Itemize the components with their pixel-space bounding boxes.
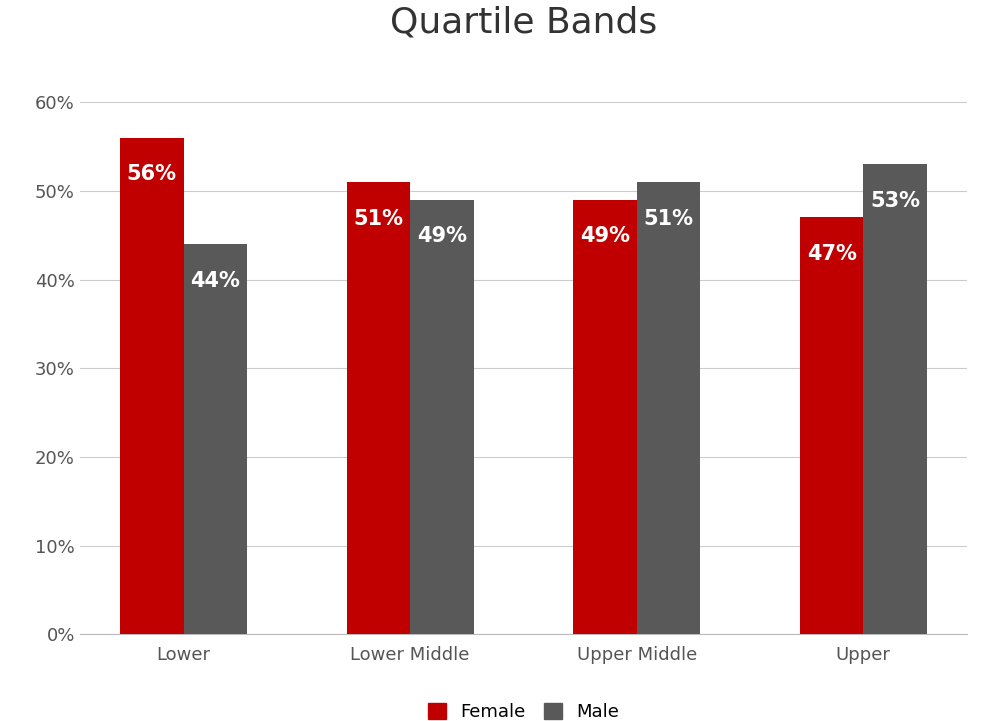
Bar bbox=[410, 200, 474, 634]
Legend: Female, Male: Female, Male bbox=[421, 696, 626, 721]
Bar bbox=[863, 164, 927, 634]
Text: 51%: 51% bbox=[643, 208, 694, 229]
Title: Quartile Bands: Quartile Bands bbox=[390, 6, 657, 40]
Bar bbox=[800, 218, 863, 634]
Bar bbox=[120, 138, 183, 634]
Text: 47%: 47% bbox=[807, 244, 856, 264]
Text: 44%: 44% bbox=[190, 270, 240, 291]
Text: 53%: 53% bbox=[870, 191, 920, 211]
Text: 49%: 49% bbox=[417, 226, 467, 247]
Bar bbox=[183, 244, 247, 634]
Text: 49%: 49% bbox=[580, 226, 630, 247]
Bar bbox=[347, 182, 410, 634]
Text: 56%: 56% bbox=[127, 164, 176, 184]
Bar bbox=[637, 182, 700, 634]
Text: 51%: 51% bbox=[353, 208, 404, 229]
Bar bbox=[573, 200, 637, 634]
